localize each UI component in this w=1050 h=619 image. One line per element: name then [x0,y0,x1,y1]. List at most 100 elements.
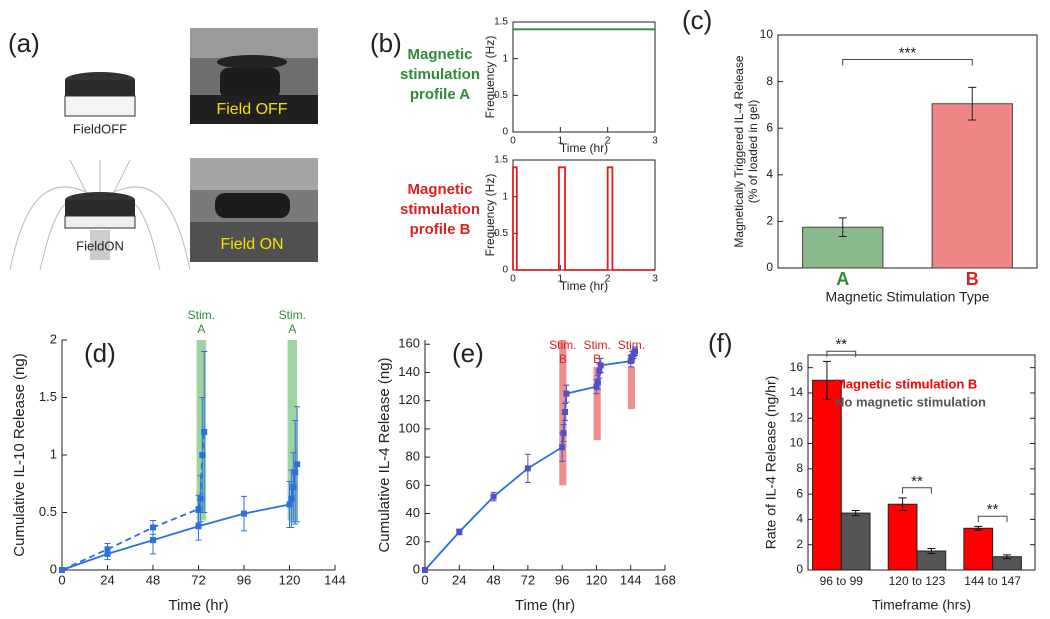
x-tick-label: 144 [620,573,642,588]
x-axis-label: Time (hr) [560,141,608,155]
band-label: Stim. [618,338,645,352]
panel-label: (c) [682,5,712,35]
marker [422,567,428,573]
magnet-body [65,200,135,216]
x-tick-label: 96 [237,573,251,588]
x-tick-label: 0 [58,573,65,588]
y-tick-label: 1.5 [494,155,508,166]
photo-gel [215,193,290,218]
y-tick-label: 140 [398,364,420,379]
y-tick-label: 80 [406,449,420,464]
band-label: A [288,322,296,336]
band-label: Stim. [188,308,215,322]
x-tick-label: 1 [558,136,564,147]
y-tick-label: 0 [766,260,773,274]
marker [294,461,301,468]
marker [197,495,204,502]
error-bar [822,360,831,400]
category-label: A [836,269,849,289]
y-tick-label: 8 [766,74,773,88]
marker [593,383,600,390]
magnet-base [64,215,136,229]
error-bar [968,86,977,121]
marker [562,408,568,415]
marker [292,469,299,476]
x-tick-label: 168 [654,573,676,588]
panel-label: (b) [370,28,402,58]
marker [596,368,603,375]
y-tick-label: 160 [398,336,420,351]
panel-label: (f) [708,328,733,358]
profile-title: profile B [410,221,471,238]
x-tick-label: 120 [586,573,608,588]
y-axis-label: Magnetically Triggered IL-4 Release [732,55,746,247]
error-bar [898,497,907,512]
series-line [61,431,206,571]
y-tick-label: 1.5 [494,17,508,28]
marker [104,546,111,553]
significance-label: ** [911,473,923,490]
photo-bg [190,28,318,58]
stim-band [287,340,298,521]
panel-label: (e) [452,338,484,368]
x-tick-label: 96 [555,573,569,588]
error-bar [974,525,983,531]
band-label: Stim. [583,338,610,352]
y-tick-label: 40 [406,505,420,520]
x-tick-label: 0 [510,274,516,285]
y-tick-label: 6 [796,486,803,500]
photo-label: Field ON [220,236,283,253]
y-tick-label: 0 [50,561,57,576]
y-tick-label: 1 [50,446,57,461]
photo-floor [190,222,318,262]
significance-bracket [842,58,973,66]
marker [560,430,567,437]
y-tick-label: 14 [790,385,804,399]
marker [199,452,206,458]
photo-label: Field OFF [216,101,287,118]
marker [286,501,293,508]
marker [150,524,156,531]
y-tick-label: 0 [502,265,508,276]
photo-floor [190,95,318,124]
significance-bracket [977,515,1008,523]
y-axis-label: Frequency (Hz) [483,36,497,119]
y-tick-label: 0.5 [494,228,508,239]
x-axis-label: Time (hr) [515,597,575,614]
x-tick-label: 2 [605,274,611,285]
y-tick-label: 10 [760,27,774,41]
marker [288,495,295,502]
series-line [61,463,298,571]
marker [490,493,497,500]
x-axis-label: Time (hr) [168,597,228,614]
y-axis-label: Cumulative IL-10 Release (ng) [11,353,28,556]
y-axis-label: Rate of IL-4 Release (ng/hr) [763,376,779,550]
bar [840,512,871,571]
plot-frame [777,34,1038,269]
y-tick-label: 16 [790,360,804,374]
photo-gel [220,68,280,98]
profile-title: Magnetic [407,181,472,198]
significance-label: ** [835,336,847,353]
error-bar [851,510,860,517]
panel-label: (d) [84,338,116,368]
y-tick-label: 0 [796,562,803,576]
y-axis-label: Frequency (Hz) [483,174,497,257]
marker [59,567,65,573]
x-tick-label: 0 [510,136,516,147]
y-tick-label: 1 [502,53,508,64]
error-bar [838,217,847,238]
profile-title: stimulation [400,66,480,83]
marker [290,484,297,491]
profile-title: stimulation [400,201,480,218]
marker [195,523,202,530]
significance-label: *** [899,44,917,61]
band-label: B [559,352,567,366]
marker [632,348,638,355]
y-axis-label: (% of loaded in gel) [746,100,760,203]
photo-bg [190,158,318,190]
band-label: A [197,322,205,336]
panel-a: (a) FieldOFF FieldON Field OFF Field ON [8,28,318,271]
y-axis-label: Cumulative IL-4 Release (ng) [376,357,393,552]
